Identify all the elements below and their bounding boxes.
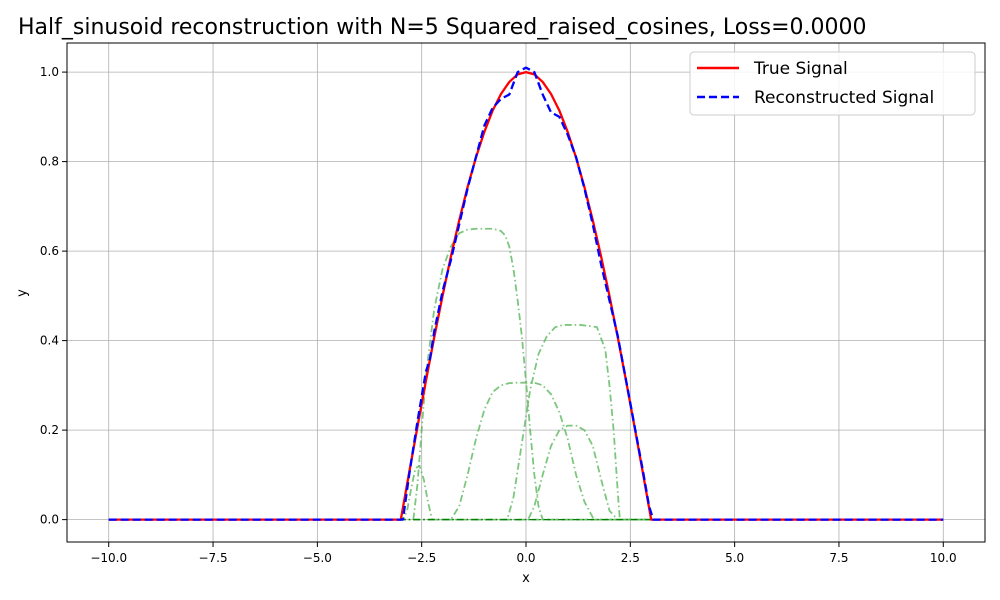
grid — [67, 43, 985, 542]
x-tick-label: 2.5 — [621, 551, 640, 565]
y-axis-label: y — [15, 289, 30, 297]
legend-label-reconstructed-signal: Reconstructed Signal — [754, 88, 934, 108]
x-tick-label: 7.5 — [829, 551, 848, 565]
x-tick-label: 10.0 — [930, 551, 957, 565]
x-tick-label: −10.0 — [90, 551, 127, 565]
x-tick-label: 0.0 — [516, 551, 535, 565]
legend-label-true-signal: True Signal — [753, 59, 848, 79]
basis-curve-2 — [108, 227, 944, 521]
y-tick-label: 0.8 — [40, 155, 59, 169]
basis-curve-3 — [108, 381, 944, 521]
y-axis-ticks: 0.0 0.2 0.4 0.6 0.8 1.0 — [40, 65, 67, 527]
y-tick-label: 0.0 — [40, 513, 59, 527]
chart-title: Half_sinusoid reconstruction with N=5 Sq… — [18, 15, 867, 40]
basis-curve-4 — [108, 324, 944, 521]
series-line-reconstructed-signal — [108, 66, 944, 521]
y-tick-label: 1.0 — [40, 65, 59, 79]
y-tick-label: 0.2 — [40, 423, 59, 437]
legend: True Signal Reconstructed Signal — [689, 51, 976, 116]
x-tick-label: −2.5 — [407, 551, 436, 565]
y-tick-label: 0.6 — [40, 244, 59, 258]
x-axis-ticks: −10.0 −7.5 −5.0 −2.5 0.0 2.5 5.0 7.5 10.0 — [90, 542, 957, 565]
series-lines — [108, 66, 944, 521]
basis-curve-5 — [108, 424, 944, 521]
x-tick-label: 5.0 — [725, 551, 744, 565]
x-tick-label: −7.5 — [198, 551, 227, 565]
basis-curve-1 — [108, 464, 944, 521]
y-tick-label: 0.4 — [40, 334, 59, 348]
legend-box — [689, 51, 976, 116]
basis-curves — [108, 227, 944, 521]
x-axis-label: x — [522, 571, 530, 586]
x-tick-label: −5.0 — [303, 551, 332, 565]
